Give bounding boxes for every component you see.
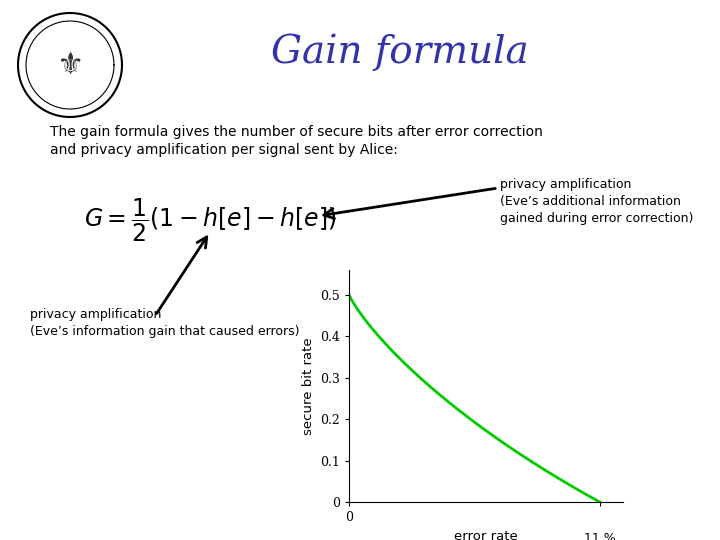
X-axis label: error rate: error rate [454,530,518,540]
Text: ⚜: ⚜ [56,51,84,79]
Text: 11 %: 11 % [584,532,616,540]
Text: (Eve’s information gain that caused errors): (Eve’s information gain that caused erro… [30,325,300,338]
Y-axis label: secure bit rate: secure bit rate [302,338,315,435]
Text: The gain formula gives the number of secure bits after error correction: The gain formula gives the number of sec… [50,125,543,139]
Text: $G = \dfrac{1}{2}\left(1 - h[e] - h[e]\right)$: $G = \dfrac{1}{2}\left(1 - h[e] - h[e]\r… [84,197,336,244]
Text: Gain formula: Gain formula [271,33,528,71]
Text: gained during error correction): gained during error correction) [500,212,693,225]
Text: privacy amplification: privacy amplification [30,308,161,321]
Text: privacy amplification: privacy amplification [500,178,631,191]
Text: and privacy amplification per signal sent by Alice:: and privacy amplification per signal sen… [50,143,398,157]
Text: (Eve’s additional information: (Eve’s additional information [500,195,681,208]
